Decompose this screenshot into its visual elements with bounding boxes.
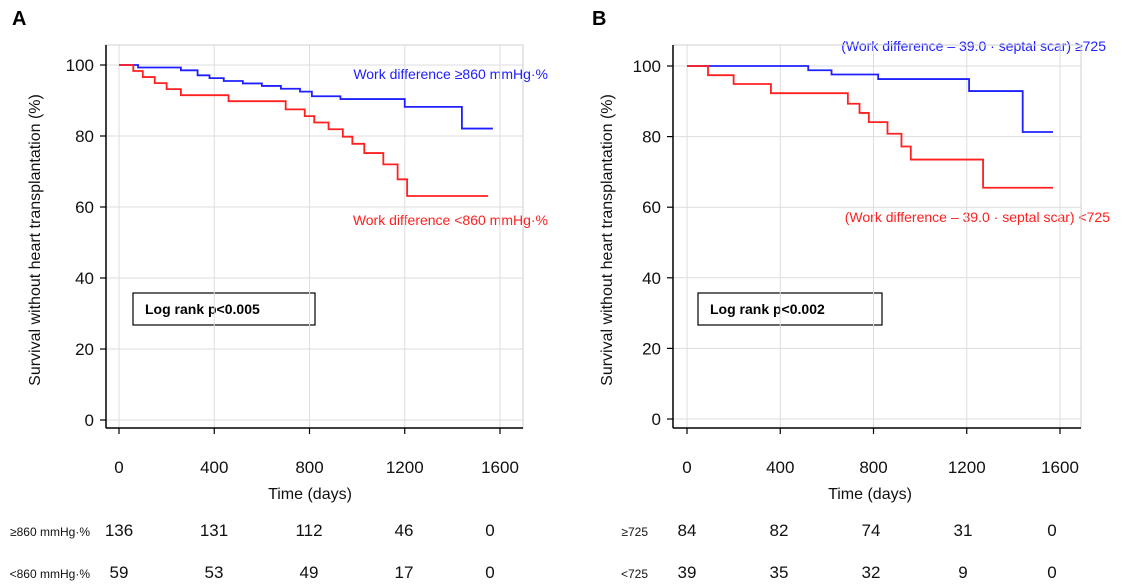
panel-a-ytick-label: 100 xyxy=(66,56,94,75)
panel-a-xlabel: Time (days) xyxy=(268,486,352,503)
panel-a-risk-value: 49 xyxy=(300,563,319,582)
panel-b-xtick-label: 800 xyxy=(859,458,887,477)
panel-a-series-1-line xyxy=(119,64,489,197)
panel-a-risk-value: 53 xyxy=(205,563,224,582)
panel-a-annotation: Log rank p<0.005 xyxy=(145,301,260,317)
panel-a-series-label-high: Work difference ≥860 mmHg·% xyxy=(353,66,548,82)
panel-b-risk-value: 0 xyxy=(1047,563,1056,582)
panel-a-plot: 0 20 40 60 80 100 0 400 800 1200 1600 136 131 112 46 0 5… xyxy=(66,44,524,582)
panel-b-annotation: Log rank p<0.002 xyxy=(710,301,825,317)
panel-b-ylabel: Survival without heart transplantation (… xyxy=(599,94,616,386)
panel-a-risk-label-high: ≥860 mmHg·% xyxy=(10,525,90,539)
panel-a-risk-value: 59 xyxy=(110,563,129,582)
panel-a-risk-value: 0 xyxy=(485,521,494,540)
panel-b-ytick-label: 100 xyxy=(633,57,661,76)
panel-letter-b: B xyxy=(592,8,606,30)
panel-b-risk-value: 84 xyxy=(678,521,697,540)
panel-letter-a: A xyxy=(12,8,26,30)
panel-b-risk-label-low: <725 xyxy=(621,567,648,581)
panel-b-risk-value: 9 xyxy=(958,563,967,582)
panel-a-ylabel: Survival without heart transplantation (… xyxy=(27,94,44,386)
panel-b-risk-value: 35 xyxy=(770,563,789,582)
panel-b-xtick-label: 0 xyxy=(682,458,691,477)
panel-b-xtick-label: 1200 xyxy=(948,458,986,477)
panel-b-series-1-line xyxy=(687,65,1054,189)
panel-b-plot: 0 20 40 60 80 100 0 400 800 1200 1600 84 82 74 31 0 39 35… xyxy=(633,44,1082,582)
panel-b-ytick-label: 60 xyxy=(642,198,661,217)
panel-a-risk-value: 17 xyxy=(395,563,414,582)
panel-b-ytick-label: 80 xyxy=(642,128,661,147)
panel-a-annotation-box xyxy=(132,292,316,326)
panel-a-ytick-label: 60 xyxy=(75,198,94,217)
panel-a-ytick-label: 40 xyxy=(75,269,94,288)
panel-b-xtick-label: 400 xyxy=(766,458,794,477)
panel-a-risk-label-low: <860 mmHg·% xyxy=(10,567,91,581)
panel-b-risk-value: 31 xyxy=(954,521,973,540)
panel-a-risk-value: 136 xyxy=(105,521,133,540)
panel-b-frame xyxy=(672,44,1082,429)
panel-b-risk-value: 0 xyxy=(1047,521,1056,540)
panel-b-risk-label-high: ≥725 xyxy=(621,525,648,539)
panel-b-risk-value: 82 xyxy=(770,521,789,540)
panel-a-risk-value: 112 xyxy=(295,521,322,540)
panel-a-xtick-label: 1200 xyxy=(386,458,424,477)
panel-b-series-label-low: (Work difference – 39.0 · septal scar) <… xyxy=(845,209,1110,225)
panel-a-xtick-label: 400 xyxy=(200,458,228,477)
panel-a-series-0-line xyxy=(119,64,493,130)
panel-b-ytick-label: 40 xyxy=(642,269,661,288)
panel-b-series-0-line xyxy=(687,65,1054,133)
panel-a-ytick-label: 80 xyxy=(75,127,94,146)
panel-a-ytick-label: 0 xyxy=(85,411,94,430)
panel-b-series-label-high: (Work difference – 39.0 · septal scar) ≥… xyxy=(841,38,1106,54)
panel-a-risk-value: 46 xyxy=(395,521,414,540)
panel-a-series-label-low: Work difference <860 mmHg·% xyxy=(353,212,548,228)
panel-b-annotation-box xyxy=(697,292,883,326)
panel-b-risk-value: 32 xyxy=(862,563,881,582)
panel-a-xtick-label: 0 xyxy=(114,458,123,477)
panel-b-ytick-label: 20 xyxy=(642,339,661,358)
panel-b-ytick-label: 0 xyxy=(652,410,661,429)
panel-a-ytick-label: 20 xyxy=(75,340,94,359)
panel-b-risk-value: 39 xyxy=(678,563,697,582)
panel-b-risk-value: 74 xyxy=(862,521,881,540)
panel-a-xtick-label: 800 xyxy=(295,458,323,477)
panel-a-xtick-label: 1600 xyxy=(481,458,519,477)
panel-b-xtick-label: 1600 xyxy=(1041,458,1079,477)
panel-a-risk-value: 131 xyxy=(200,521,228,540)
panel-a-frame xyxy=(105,44,524,429)
panel-b-xlabel: Time (days) xyxy=(828,486,912,503)
panel-a-risk-value: 0 xyxy=(485,563,494,582)
